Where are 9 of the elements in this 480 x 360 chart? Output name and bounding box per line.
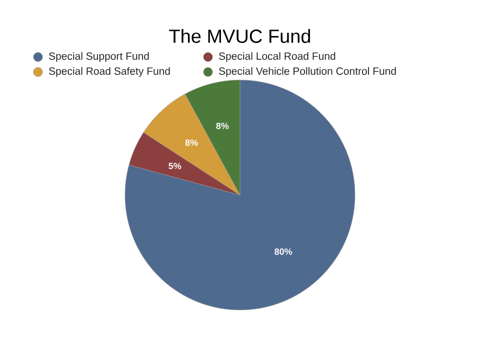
data-label: 80% — [274, 248, 292, 255]
data-label: 8% — [216, 122, 229, 130]
legend-label: Special Local Road Fund — [219, 52, 336, 62]
legend-label: Special Road Safety Fund — [49, 67, 170, 77]
legend-label: Special Vehicle Pollution Control Fund — [219, 67, 396, 77]
chart-title: The MVUC Fund — [169, 29, 310, 43]
data-label: 5% — [168, 162, 182, 170]
legend-label: Special Support Fund — [49, 52, 149, 62]
data-label: 8% — [185, 139, 198, 146]
